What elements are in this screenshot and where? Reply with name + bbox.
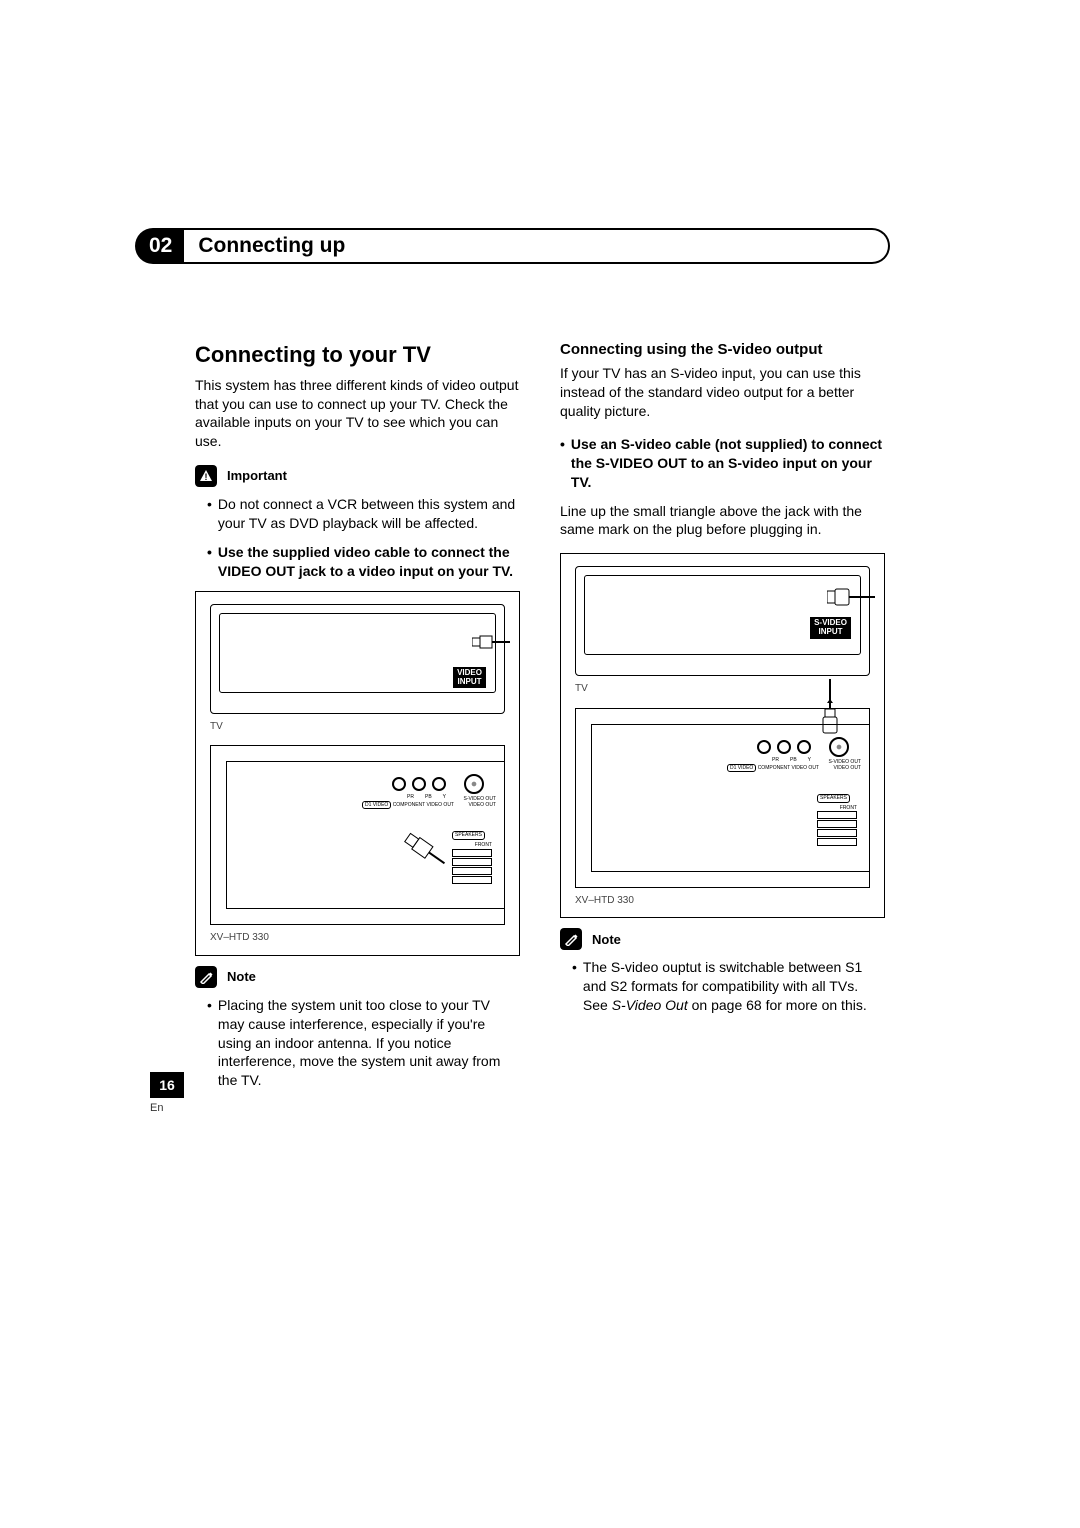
connection-diagram-svideo: S-VIDEO INPUT TV [560,553,885,918]
port-pb-icon [777,740,791,754]
svg-text:!: ! [205,472,208,482]
port-labels-group: S-VIDEO OUT VIDEO OUT [463,796,496,808]
port-pr-icon [757,740,771,754]
component-ports [757,737,849,757]
manual-page: 02 Connecting up Connecting to your TV T… [0,0,1080,1528]
badge-line2: INPUT [819,627,843,636]
device-illustration: S-VIDEO OUT VIDEO OUT PR PB Y D1 VIDEO C… [210,745,505,925]
component-out-label: D1 VIDEO COMPONENT VIDEO OUT [727,765,819,772]
tv-screen [584,575,861,655]
pr-label: PR [772,757,779,764]
note-post: on page 68 for more on this. [688,997,867,1013]
intro-text: This system has three different kinds of… [195,376,520,452]
page-language: En [150,1102,163,1114]
component-out-label: D1 VIDEO COMPONENT VIDEO OUT [362,802,454,809]
content-columns: Connecting to your TV This system has th… [195,340,885,1100]
svideo-cable-icon [815,679,845,734]
important-callout: ! Important [195,465,520,487]
bullet-icon: • [207,543,212,581]
right-column: Connecting using the S-video output If y… [560,340,885,1100]
tv-input-badge: S-VIDEO INPUT [810,617,851,639]
note-label: Note [592,931,621,949]
svideo-plug-icon [827,587,877,607]
video-out-label: VIDEO OUT [468,802,496,808]
chapter-title-container: Connecting up [184,228,890,264]
badge-line1: S-VIDEO [814,618,847,627]
connection-diagram-video: VIDEO INPUT TV [195,591,520,956]
badge-line2: INPUT [458,677,482,686]
bullet-icon: • [207,495,212,533]
speakers-label: SPEAKERS [817,794,850,803]
note-callout: Note [560,928,885,950]
y-label: Y [808,757,811,764]
important-text: Do not connect a VCR between this system… [218,495,520,533]
note-bullet: • Placing the system unit too close to y… [195,996,520,1090]
port-y-icon [797,740,811,754]
note-callout: Note [195,966,520,988]
instruction-bullet: • Use the supplied video cable to connec… [195,543,520,581]
port-svideo-icon [829,737,849,757]
bullet-icon: • [572,958,577,1015]
port-pb-icon [412,777,426,791]
speaker-terminals: SPEAKERS FRONT [452,831,492,885]
y-label: Y [443,794,446,801]
pr-label: PR [407,794,414,801]
chapter-title: Connecting up [198,234,345,258]
component-labels: PR PB Y [407,794,446,801]
front-label: FRONT [452,842,492,849]
tv-input-badge: VIDEO INPUT [453,667,486,689]
note-label: Note [227,968,256,986]
device-model-label: XV–HTD 330 [575,894,870,908]
note-icon [560,928,582,950]
port-y-icon [432,777,446,791]
bullet-icon: • [560,435,565,492]
speaker-terminals: SPEAKERS FRONT [817,794,857,848]
tv-illustration: S-VIDEO INPUT [575,566,870,676]
section-heading: Connecting to your TV [195,340,520,370]
badge-line1: VIDEO [457,668,482,677]
pb-label: PB [790,757,797,764]
rca-plug-icon [472,633,512,651]
warning-icon: ! [195,465,217,487]
note-bullet: • The S-video ouptut is switchable betwe… [560,958,885,1015]
cable-plug-icon [394,824,454,874]
chapter-number: 02 [135,228,184,264]
device-illustration: S-VIDEO OUT VIDEO OUT PR PB Y D1 VIDEO C… [575,708,870,888]
note-text: Placing the system unit too close to you… [218,996,520,1090]
intro-text: If your TV has an S-video input, you can… [560,364,885,421]
port-pr-icon [392,777,406,791]
important-bullet: • Do not connect a VCR between this syst… [195,495,520,533]
subsection-heading: Connecting using the S-video output [560,340,885,360]
tv-illustration: VIDEO INPUT [210,604,505,714]
speakers-label: SPEAKERS [452,831,485,840]
note-text-composite: The S-video ouptut is switchable between… [583,958,885,1015]
left-column: Connecting to your TV This system has th… [195,340,520,1100]
device-model-label: XV–HTD 330 [210,931,505,945]
video-out-label: VIDEO OUT [833,765,861,771]
instruction-bullet: • Use an S-video cable (not supplied) to… [560,435,885,492]
note-icon [195,966,217,988]
bullet-icon: • [207,996,212,1090]
port-svideo-icon [464,774,484,794]
port-labels-group: S-VIDEO OUT VIDEO OUT [828,759,861,771]
component-ports [392,774,484,794]
pb-label: PB [425,794,432,801]
note-em: S-Video Out [612,997,688,1013]
page-number-badge: 16 [150,1072,184,1098]
instruction-bold: Use the supplied video cable to connect … [218,543,520,581]
alignment-instruction: Line up the small triangle above the jac… [560,502,885,540]
front-label: FRONT [817,805,857,812]
instruction-bold: Use an S-video cable (not supplied) to c… [571,435,885,492]
component-labels: PR PB Y [772,757,811,764]
tv-label: TV [210,720,505,734]
important-label: Important [227,467,287,485]
chapter-header: 02 Connecting up [135,228,890,264]
